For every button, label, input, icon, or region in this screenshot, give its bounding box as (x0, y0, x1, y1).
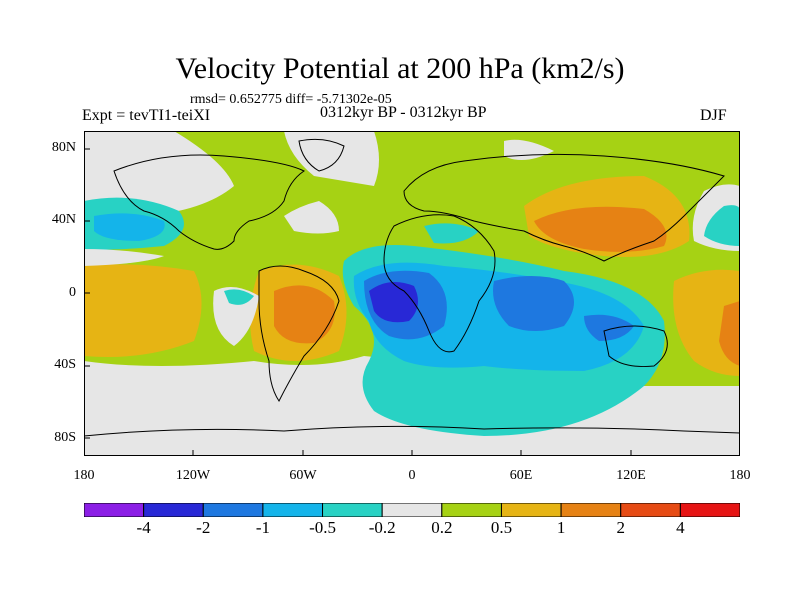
africa-outline (383, 214, 496, 353)
australia-outline (603, 325, 668, 367)
field-neutral-na-west (84, 131, 234, 216)
lon-label-120w: 120W (175, 468, 211, 483)
field-cyan-patch (224, 289, 254, 305)
colorbar-swatch (620, 503, 681, 517)
lat-label-80n: 80N (51, 140, 76, 155)
lat-label-40n: 40N (51, 212, 76, 227)
colorbar-label: -2 (196, 518, 211, 537)
colorbar-label: 2 (616, 518, 625, 537)
colorbar-label: -4 (136, 518, 151, 537)
antarctica-outline (84, 425, 740, 437)
colorbar-swatch (143, 503, 204, 517)
colorbar-swatch (84, 503, 145, 517)
colorbar-swatch (202, 503, 264, 517)
map-ticks (84, 148, 632, 456)
field-yellow-pacific-south (84, 264, 202, 357)
lat-label-80s: 80S (54, 430, 76, 445)
greenland-outline (298, 138, 345, 172)
colorbar-swatch (560, 503, 622, 517)
colorbar-swatch (679, 503, 740, 517)
north-america-outline (113, 154, 305, 250)
eurasia-outline (403, 153, 725, 262)
experiment-label: Expt = tevTI1-teiXI (82, 107, 211, 124)
colorbar-swatch (500, 503, 562, 517)
colorbar-label: 0.2 (431, 518, 453, 537)
field-cyan-mediterranean (424, 223, 479, 244)
velocity-potential-map (84, 131, 740, 456)
colorbar-label: 0.5 (490, 518, 513, 537)
colorbar-swatch (262, 503, 324, 517)
field-orange-asia (534, 206, 667, 252)
colorbar-label: 4 (676, 518, 685, 537)
colorbar-swatch (322, 503, 383, 517)
map-title: Velocity Potential at 200 hPa (km2/s) (175, 52, 625, 85)
period-label: 0312kyr BP - 0312kyr BP (320, 104, 487, 121)
field-blue-indian (584, 314, 634, 341)
stats-text: rmsd= 0.652775 diff= -5.71302e-05 (190, 92, 392, 107)
colorbar-label: -0.5 (309, 518, 336, 537)
field-blue-pacific (94, 213, 165, 241)
lon-label-180w: 180 (73, 468, 95, 483)
season-label: DJF (700, 107, 727, 124)
colorbar-label: -0.2 (368, 518, 396, 537)
colorbar-swatch (441, 503, 502, 517)
lon-label-60e: 60E (509, 468, 533, 483)
lon-label-180e: 180 (729, 468, 751, 483)
field-neutral-mid-atlantic (284, 201, 339, 234)
field-cyan-pacific-east (704, 205, 740, 246)
lon-label-0: 0 (408, 468, 416, 483)
lon-label-60w: 60W (289, 468, 317, 483)
colorbar (84, 503, 740, 517)
field-neutral-pacific-strip (84, 249, 164, 266)
field-orange-east-pacific (719, 301, 740, 366)
lon-label-120e: 120E (616, 468, 646, 483)
colorbar-swatch (381, 503, 443, 517)
colorbar-label: -1 (255, 518, 270, 537)
field-neutral-atlantic (284, 131, 379, 186)
colorbar-label: 1 (556, 518, 566, 537)
field-orange-south-america (274, 285, 335, 344)
coastlines (84, 138, 740, 437)
lat-label-0: 0 (69, 285, 76, 300)
lat-label-40s: 40S (54, 357, 76, 372)
field-darkblue-gulf-of-guinea (369, 282, 418, 323)
south-america-outline (258, 265, 340, 402)
field-blue-africa (493, 276, 574, 331)
